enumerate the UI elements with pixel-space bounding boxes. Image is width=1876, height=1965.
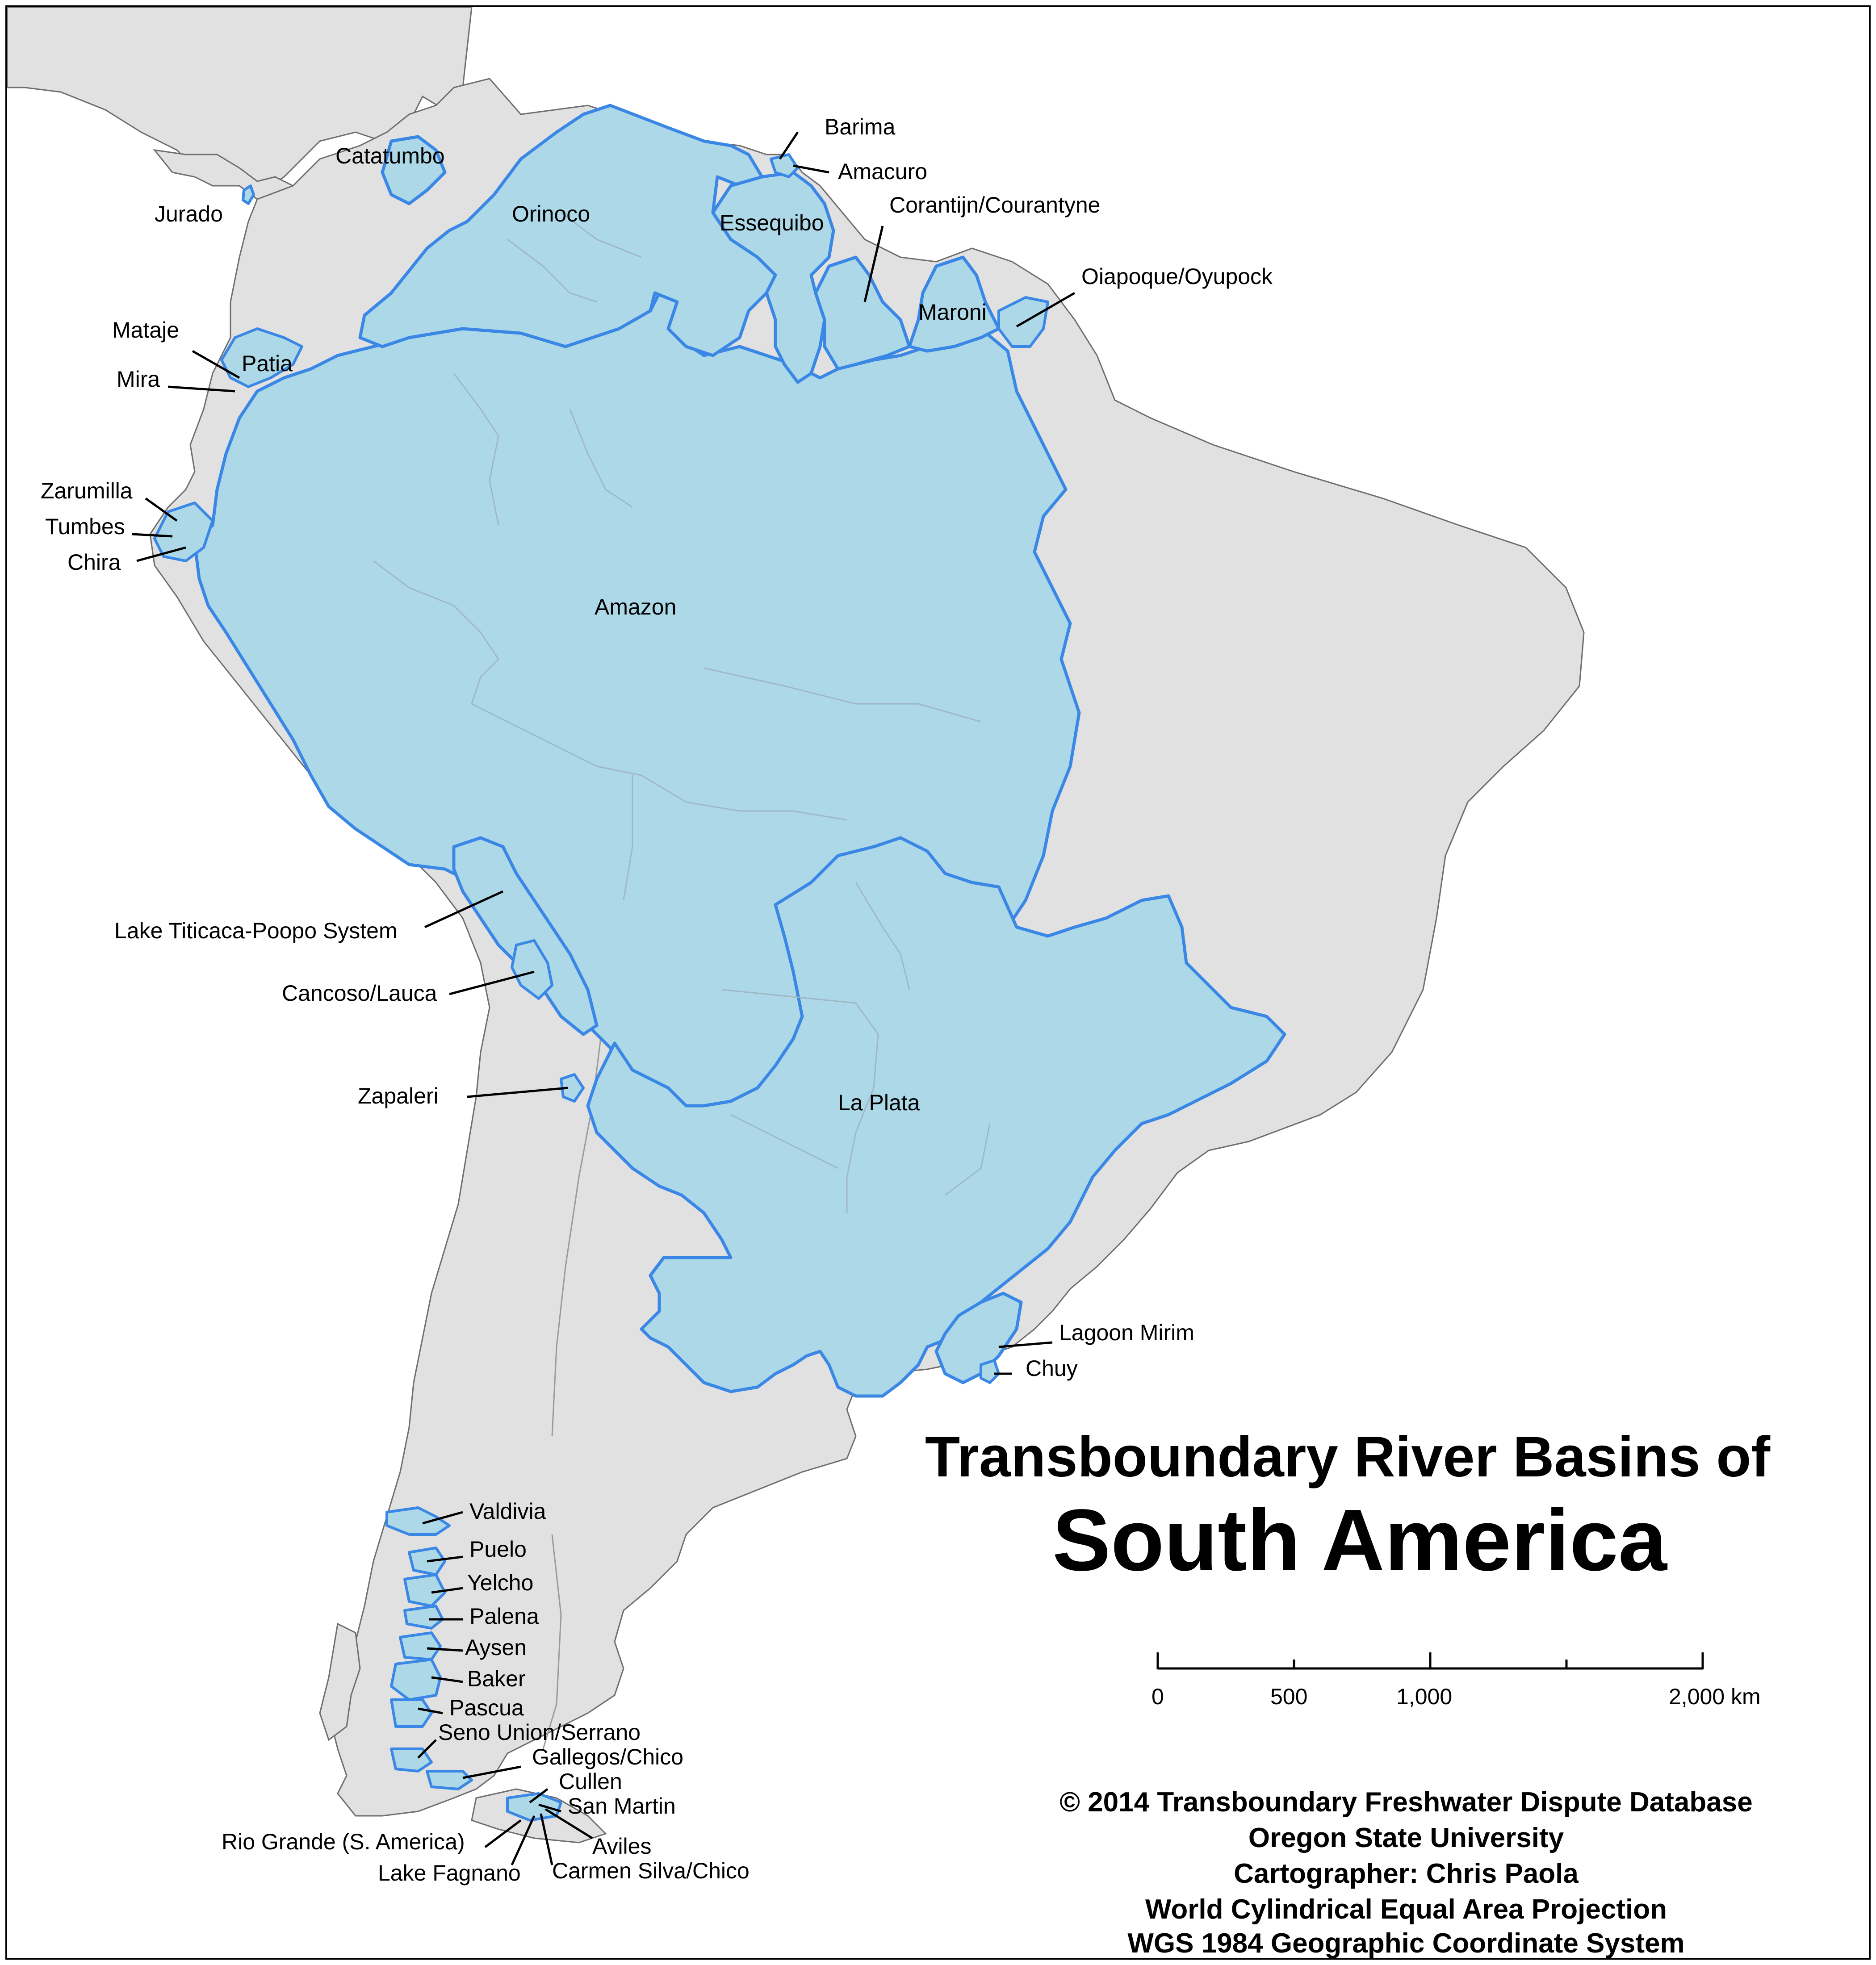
orinoco-subbasins <box>507 212 642 303</box>
label-seno-union: Seno Union/Serrano <box>438 1720 641 1745</box>
south-america-map: Catatumbo Jurado Orinoco Barima Amacuro … <box>7 7 1770 1959</box>
scale-tick-1000: 1,000 <box>1396 1684 1452 1709</box>
baker-basin <box>390 1658 442 1701</box>
valdivia-basin <box>385 1506 451 1536</box>
scale-tick-2000: 2,000 km <box>1669 1684 1761 1709</box>
chile-islands-land <box>319 1622 361 1741</box>
label-zarumilla: Zarumilla <box>41 478 133 503</box>
la-plata-basin <box>586 836 1286 1398</box>
label-zapaleri: Zapaleri <box>358 1083 439 1108</box>
label-valdivia: Valdivia <box>469 1499 546 1524</box>
label-tumbes: Tumbes <box>45 514 125 539</box>
corantijn-basin <box>814 255 911 371</box>
credit-line-copyright: © 2014 Transboundary Freshwater Dispute … <box>1059 1787 1752 1818</box>
palena-basin <box>403 1605 444 1630</box>
leader-lines <box>132 131 1076 1866</box>
label-cullen: Cullen <box>559 1769 622 1794</box>
label-la-plata: La Plata <box>838 1090 920 1115</box>
label-amacuro: Amacuro <box>838 159 927 184</box>
label-aysen: Aysen <box>465 1635 527 1660</box>
label-cancoso: Cancoso/Lauca <box>282 981 437 1006</box>
jurado-basin <box>242 184 255 205</box>
label-essequibo: Essequibo <box>720 210 824 235</box>
label-pascua: Pascua <box>449 1695 524 1720</box>
la-plata-subbasins <box>721 882 991 1213</box>
orinoco-basin <box>358 104 777 357</box>
label-patia: Patia <box>242 351 293 376</box>
titicaca-basin <box>452 836 599 1036</box>
yelcho-basin <box>403 1573 446 1607</box>
label-palena: Palena <box>469 1604 539 1629</box>
credit-line-university: Oregon State University <box>1248 1823 1564 1853</box>
label-barima: Barima <box>825 114 896 139</box>
map-title-line2: South America <box>1052 1491 1668 1589</box>
label-puelo: Puelo <box>469 1537 527 1562</box>
label-lagoon-mirim: Lagoon Mirim <box>1059 1320 1194 1345</box>
gallegos-basin <box>426 1770 473 1790</box>
credit-line-coordinate-system: WGS 1984 Geographic Coordinate System <box>1127 1928 1684 1959</box>
scale-tick-0: 0 <box>1152 1684 1164 1709</box>
label-rio-grande: Rio Grande (S. America) <box>222 1829 465 1854</box>
label-baker: Baker <box>467 1666 526 1691</box>
aysen-basin <box>399 1631 442 1661</box>
label-corantijn: Corantijn/Courantyne <box>889 192 1101 217</box>
scale-bar: 0 500 1,000 2,000 km <box>1152 1652 1761 1709</box>
label-mataje: Mataje <box>112 318 179 343</box>
label-titicaca: Lake Titicaca-Poopo System <box>114 918 398 943</box>
label-chuy: Chuy <box>1026 1356 1078 1381</box>
credit-line-projection: World Cylindrical Equal Area Projection <box>1145 1894 1667 1925</box>
label-mira: Mira <box>117 367 160 392</box>
map-frame: Catatumbo Jurado Orinoco Barima Amacuro … <box>5 5 1871 1960</box>
catatumbo-basin <box>381 135 447 205</box>
label-lake-fagnano: Lake Fagnano <box>378 1860 521 1886</box>
essequibo-basin <box>711 171 835 384</box>
barima-basin <box>770 153 799 178</box>
chira-basin <box>153 502 214 562</box>
label-jurado: Jurado <box>155 201 223 226</box>
zapaleri-basin <box>560 1073 585 1103</box>
credit-line-cartographer: Cartographer: Chris Paola <box>1234 1858 1579 1889</box>
credits-block: © 2014 Transboundary Freshwater Dispute … <box>1059 1787 1752 1959</box>
label-aviles: Aviles <box>592 1834 651 1859</box>
label-catatumbo: Catatumbo <box>335 143 445 168</box>
label-san-martin: San Martin <box>568 1794 676 1819</box>
label-amazon: Amazon <box>595 594 676 619</box>
cancoso-basin <box>511 939 553 1000</box>
label-carmen-silva: Carmen Silva/Chico <box>552 1858 750 1883</box>
label-chira: Chira <box>67 550 121 575</box>
maroni-basin <box>908 255 1001 353</box>
seno-union-basin <box>390 1748 433 1773</box>
label-gallegos: Gallegos/Chico <box>532 1744 683 1769</box>
pascua-basin <box>390 1698 433 1728</box>
amazon-subbasins <box>373 373 981 901</box>
label-orinoco: Orinoco <box>512 201 590 226</box>
label-yelcho: Yelcho <box>467 1570 533 1595</box>
map-title-line1: Transboundary River Basins of <box>925 1425 1770 1489</box>
label-oiapoque: Oiapoque/Oyupock <box>1081 264 1273 289</box>
label-maroni: Maroni <box>918 300 987 325</box>
scale-tick-500: 500 <box>1270 1684 1307 1709</box>
chuy-basin <box>980 1359 1000 1384</box>
